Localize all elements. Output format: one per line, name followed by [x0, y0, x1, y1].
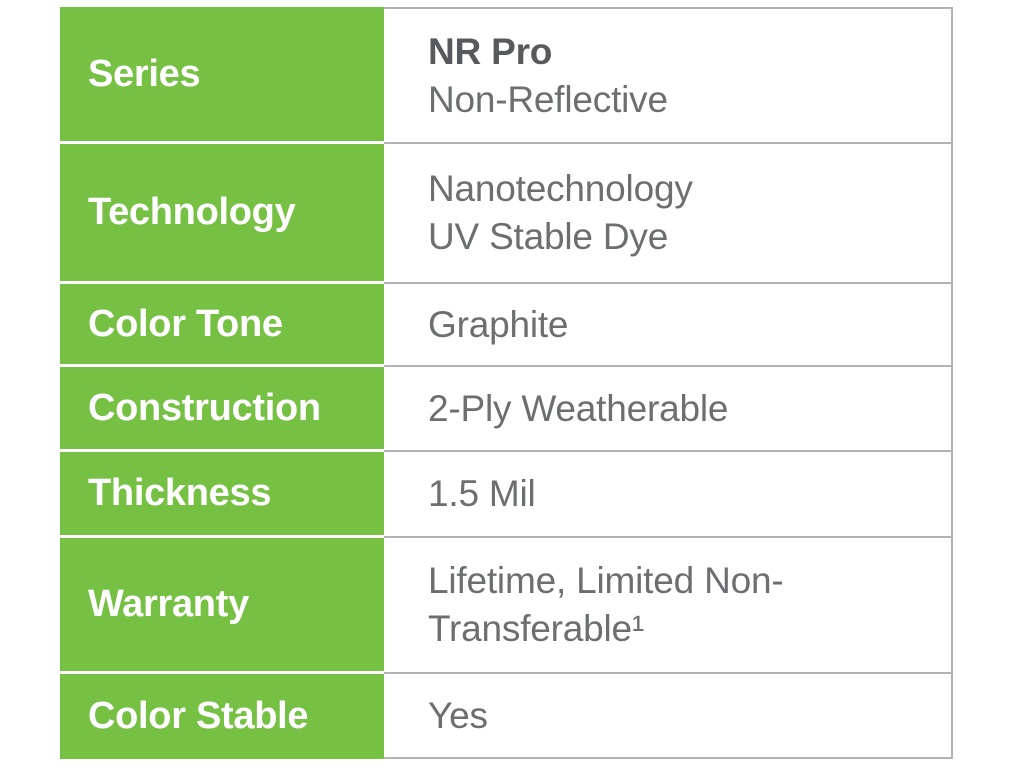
- row-label-cell: Technology: [60, 144, 384, 284]
- value-line: Non-Reflective: [428, 78, 668, 120]
- row-label: Construction: [88, 386, 321, 429]
- row-value-cell: Graphite: [384, 284, 953, 367]
- spec-row-technology: Technology Nanotechnology UV Stable Dye: [60, 144, 953, 284]
- row-label-cell: Thickness: [60, 452, 384, 538]
- row-label-cell: Series: [60, 7, 384, 144]
- spec-row-color-stable: Color Stable Yes: [60, 674, 953, 759]
- row-value-cell: Lifetime, Limited Non- Transferable¹: [384, 538, 953, 674]
- row-value-cell: 2-Ply Weatherable: [384, 367, 953, 452]
- row-label-cell: Color Stable: [60, 674, 384, 759]
- value-line: Transferable¹: [428, 608, 645, 649]
- row-label-cell: Construction: [60, 367, 384, 452]
- row-label: Color Tone: [88, 302, 283, 345]
- row-value-cell: 1.5 Mil: [384, 452, 953, 538]
- spec-row-series: Series NR Pro Non-Reflective: [60, 7, 953, 144]
- row-label: Color Stable: [88, 695, 309, 737]
- row-label-cell: Warranty: [60, 538, 384, 674]
- spec-row-thickness: Thickness 1.5 Mil: [60, 452, 953, 538]
- value-line: Yes: [428, 694, 488, 736]
- row-value-cell: Nanotechnology UV Stable Dye: [384, 144, 953, 284]
- row-value-cell: NR Pro Non-Reflective: [384, 7, 953, 144]
- spec-row-warranty: Warranty Lifetime, Limited Non- Transfer…: [60, 538, 953, 674]
- value-line: Graphite: [428, 303, 569, 345]
- value-line: NR Pro: [428, 30, 553, 72]
- value-line: 2-Ply Weatherable: [428, 387, 729, 429]
- value-line: Lifetime, Limited Non-: [428, 560, 784, 601]
- row-label: Warranty: [88, 583, 249, 625]
- spec-row-color-tone: Color Tone Graphite: [60, 284, 953, 367]
- row-value-cell: Yes: [384, 674, 953, 759]
- row-label-cell: Color Tone: [60, 284, 384, 367]
- row-label: Thickness: [88, 472, 272, 514]
- spec-row-construction: Construction 2-Ply Weatherable: [60, 367, 953, 452]
- value-line: 1.5 Mil: [428, 473, 536, 514]
- value-line: Nanotechnology: [428, 168, 693, 209]
- row-label: Technology: [88, 191, 296, 233]
- value-line: UV Stable Dye: [428, 216, 669, 257]
- row-label: Series: [88, 52, 201, 95]
- spec-table: Series NR Pro Non-Reflective Technology …: [60, 7, 953, 759]
